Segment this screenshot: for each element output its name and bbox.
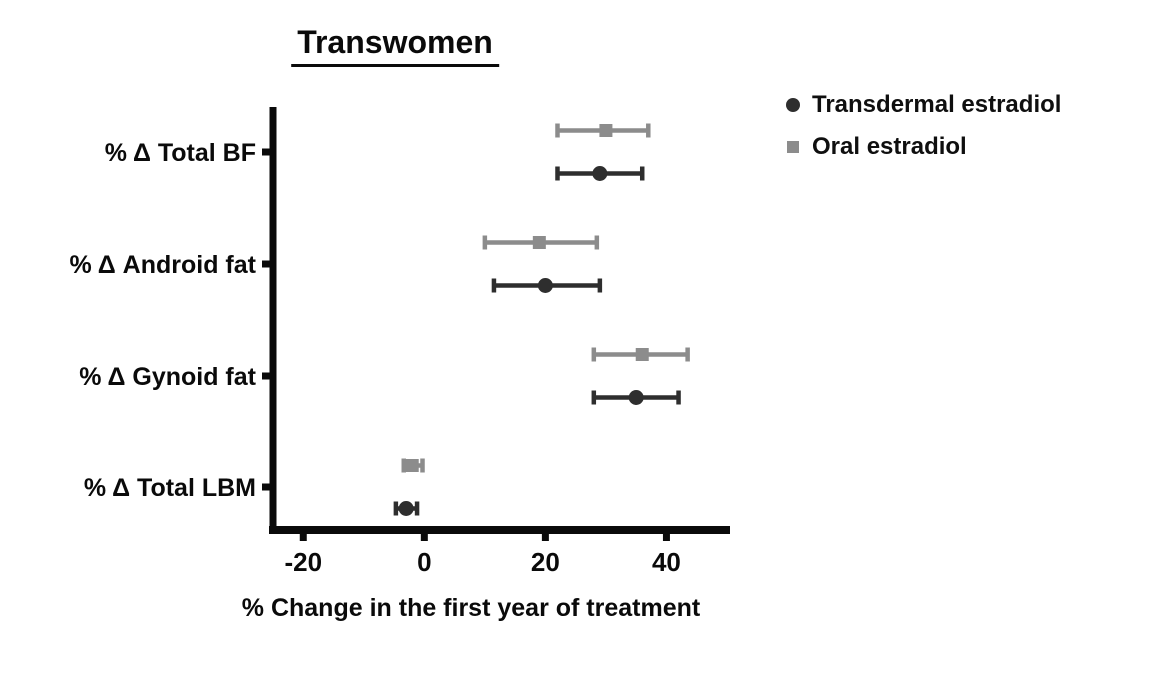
series-transdermal [393,166,681,516]
x-tick-label: 20 [531,547,560,577]
data-point-oral [405,459,419,472]
circle-marker-icon [786,98,800,112]
x-tick-label: 0 [417,547,431,577]
data-point-oral [635,348,649,361]
legend-swatch [782,141,804,153]
legend-label-oral: Oral estradiol [812,133,967,160]
data-point-transdermal [398,501,414,516]
legend-label-transdermal: Transdermal estradiol [812,91,1062,118]
data-point-oral [599,124,613,137]
legend-item-oral-estradiol: Oral estradiol [782,126,1061,168]
category-label: % Δ Total LBM [84,474,256,502]
category-label: % Δ Gynoid fat [79,363,256,391]
square-marker-icon [787,141,799,153]
series-oral [401,123,690,473]
legend-item-transdermal-estradiol: Transdermal estradiol [782,84,1061,126]
data-point-transdermal [628,390,644,405]
legend: Transdermal estradiol Oral estradiol [782,84,1061,168]
chart-title: Transwomen [291,24,499,67]
data-point-oral [532,236,546,249]
data-point-transdermal [592,166,608,181]
x-axis-title: % Change in the first year of treatment [241,594,701,622]
x-tick-label: -20 [284,547,322,577]
x-tick-label: 40 [652,547,681,577]
legend-swatch [782,98,804,112]
category-label: % Δ Android fat [70,251,257,279]
data-point-transdermal [537,278,553,293]
category-label: % Δ Total BF [105,139,256,167]
